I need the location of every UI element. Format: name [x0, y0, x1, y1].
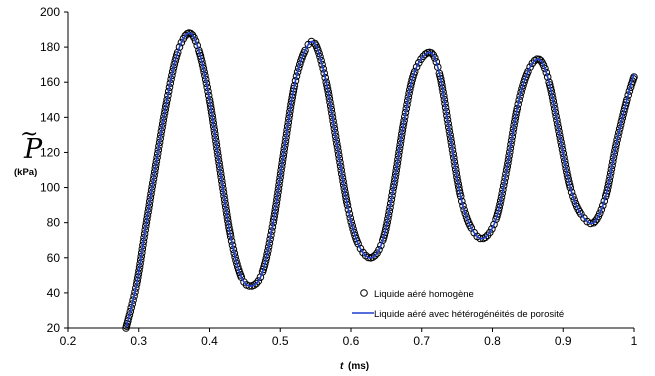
data-point	[375, 246, 383, 254]
data-point	[173, 48, 182, 57]
data-point	[371, 251, 379, 260]
data-point	[543, 73, 552, 81]
series-heterogeneites-line	[125, 32, 635, 329]
legend-marker-circle	[360, 289, 368, 297]
data-point	[412, 63, 421, 71]
data-point	[377, 241, 385, 250]
x-tick-label: 0.2	[60, 334, 77, 348]
data-point	[260, 263, 268, 271]
data-point	[177, 38, 186, 47]
legend-label-heterogeneites: Liquide aéré avec hétérogénéités de poro…	[374, 309, 564, 320]
y-axis-unit: (kPa)	[14, 167, 37, 178]
data-point	[250, 281, 258, 289]
data-point	[490, 220, 498, 229]
data-point	[410, 67, 419, 76]
data-point	[567, 188, 576, 196]
y-tick-label: 80	[47, 216, 61, 230]
x-tick-label: 0.8	[484, 334, 501, 348]
data-point	[459, 202, 467, 210]
data-point	[526, 63, 534, 71]
data-point	[597, 205, 606, 214]
series-homogene	[122, 29, 638, 332]
data-point	[599, 201, 607, 210]
data-point	[293, 68, 302, 76]
data-point	[175, 43, 184, 51]
data-point	[524, 67, 532, 76]
data-point	[191, 37, 200, 45]
data-point	[294, 64, 303, 72]
data-point	[318, 60, 326, 69]
data-point	[596, 209, 604, 218]
data-point	[193, 41, 201, 50]
data-point	[408, 76, 416, 84]
data-point	[460, 206, 468, 214]
legend-entry-heterogeneites: Liquide aéré avec hétérogénéités de poro…	[352, 309, 564, 320]
data-point	[314, 46, 322, 55]
y-tick-label: 40	[47, 286, 61, 300]
y-tick-label: 20	[47, 321, 61, 335]
data-point	[431, 54, 439, 62]
y-axis-accent: ~	[20, 122, 38, 147]
data-point	[126, 307, 135, 316]
x-tick-label: 0.6	[343, 334, 360, 348]
data-point	[566, 183, 575, 192]
x-axis-label: t (ms)	[340, 361, 369, 372]
data-point	[315, 49, 323, 58]
y-tick-label: 160	[40, 75, 60, 89]
y-axis: 20 40 60 80 100 120 140 160 180 200	[40, 5, 69, 335]
data-point	[254, 277, 263, 285]
data-point	[481, 233, 490, 242]
data-point	[172, 54, 180, 62]
y-tick-label: 200	[40, 5, 60, 19]
data-point	[570, 196, 579, 204]
data-point	[252, 279, 261, 288]
x-tick-label: 0.7	[413, 334, 430, 348]
y-tick-label: 60	[47, 251, 61, 265]
y-tick-label: 180	[40, 40, 60, 54]
y-tick-label: 140	[40, 110, 60, 124]
data-point	[541, 64, 549, 73]
legend-entry-homogene: Liquide aéré homogène	[360, 289, 474, 300]
data-point	[301, 46, 309, 55]
data-point	[539, 61, 548, 69]
legend: Liquide aéré homogène Liquide aéré avec …	[352, 289, 564, 320]
data-point	[461, 209, 470, 218]
x-axis-variable: t	[340, 361, 344, 372]
data-point	[356, 244, 365, 253]
data-point	[127, 304, 135, 312]
x-tick-label: 0.4	[201, 334, 218, 348]
data-point	[517, 88, 525, 97]
data-point	[600, 197, 609, 205]
data-point	[569, 192, 577, 201]
x-tick-label: 0.3	[130, 334, 147, 348]
data-point	[542, 68, 551, 77]
x-tick-label: 1	[631, 334, 638, 348]
y-tick-label: 100	[40, 181, 60, 195]
data-point	[190, 33, 198, 42]
data-point	[623, 96, 631, 104]
y-axis-label: P ~ (kPa)	[14, 122, 43, 178]
data-point	[311, 39, 319, 48]
plot-area	[122, 29, 638, 332]
x-axis: 0.2 0.3 0.4 0.5 0.6 0.7 0.8 0.9 1	[60, 327, 638, 348]
y-tick-label: 120	[40, 145, 60, 159]
data-point	[316, 53, 324, 61]
legend-label-homogene: Liquide aéré homogène	[374, 289, 474, 300]
x-axis-unit: (ms)	[348, 361, 369, 372]
x-tick-label: 0.9	[555, 334, 572, 348]
x-tick-label: 0.5	[272, 334, 289, 348]
data-point	[488, 225, 496, 233]
data-point	[432, 58, 441, 66]
data-point	[354, 239, 362, 248]
y-axis-symbol: P	[23, 134, 43, 165]
